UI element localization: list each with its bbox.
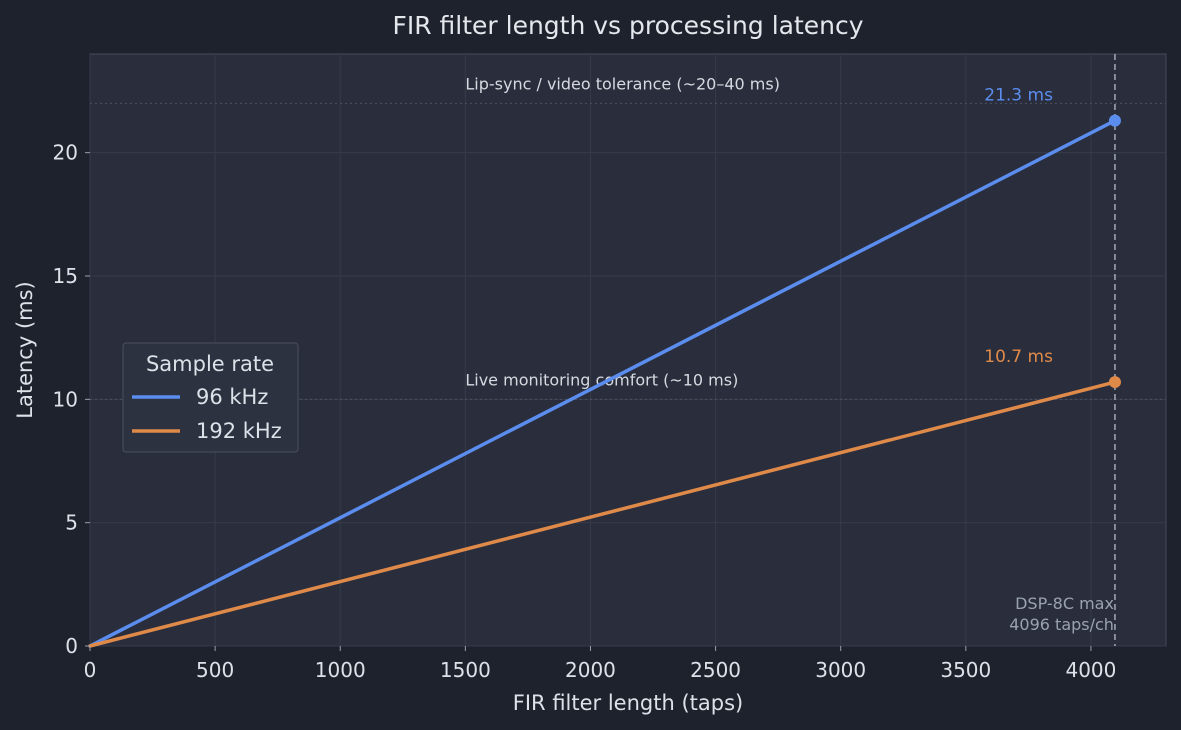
x-tick-label: 2500 <box>690 658 741 682</box>
max-taps-label: DSP-8C max <box>1015 594 1114 613</box>
x-tick-label: 3000 <box>815 658 866 682</box>
legend-title: Sample rate <box>146 352 274 376</box>
series-group: 21.3 ms 10.7 ms <box>88 86 1121 648</box>
y-tick-label: 10 <box>53 387 78 411</box>
series-end-point <box>1108 114 1121 127</box>
x-tick-label: 3500 <box>940 658 991 682</box>
grid <box>89 54 1166 647</box>
max-taps-marker: DSP-8C max 4096 taps/ch <box>1009 54 1116 646</box>
x-tick-label: 0 <box>84 658 97 682</box>
legend-box <box>122 342 299 453</box>
y-tick-label: 0 <box>65 634 78 658</box>
legend-entry-label: 96 kHz <box>196 385 268 409</box>
reference-lines: Lip-sync / video tolerance (~20–40 ms) Li… <box>90 74 1166 400</box>
series-end-point <box>1108 376 1121 389</box>
legend: Sample rate 96 kHz 192 kHz <box>122 342 299 453</box>
x-tick-label: 2000 <box>565 658 616 682</box>
y-axis-ticks: 0 5 10 15 20 <box>53 141 90 658</box>
series-end-label: 10.7 ms <box>984 347 1053 367</box>
x-axis-ticks: 0 500 1000 1500 2000 2500 3000 3500 4000 <box>84 646 1116 682</box>
series-end-label: 21.3 ms <box>984 86 1053 106</box>
reference-line-label: Live monitoring comfort (~10 ms) <box>465 370 738 389</box>
reference-line-label: Lip-sync / video tolerance (~20–40 ms) <box>465 74 780 93</box>
max-taps-label: 4096 taps/ch <box>1009 615 1114 634</box>
y-tick-label: 5 <box>65 511 78 535</box>
y-axis-title: Latency (ms) <box>13 281 37 418</box>
y-tick-label: 20 <box>53 141 78 165</box>
series-line <box>88 118 1117 648</box>
legend-entry-label: 192 kHz <box>196 419 282 443</box>
series-line <box>88 380 1117 648</box>
x-tick-label: 500 <box>196 658 234 682</box>
x-tick-label: 1500 <box>440 658 491 682</box>
x-axis-title: FIR filter length (taps) <box>513 691 743 715</box>
x-tick-label: 1000 <box>315 658 366 682</box>
x-tick-label: 4000 <box>1065 658 1116 682</box>
chart-title: FIR filter length vs processing latency <box>392 11 863 40</box>
y-tick-label: 15 <box>53 264 78 288</box>
